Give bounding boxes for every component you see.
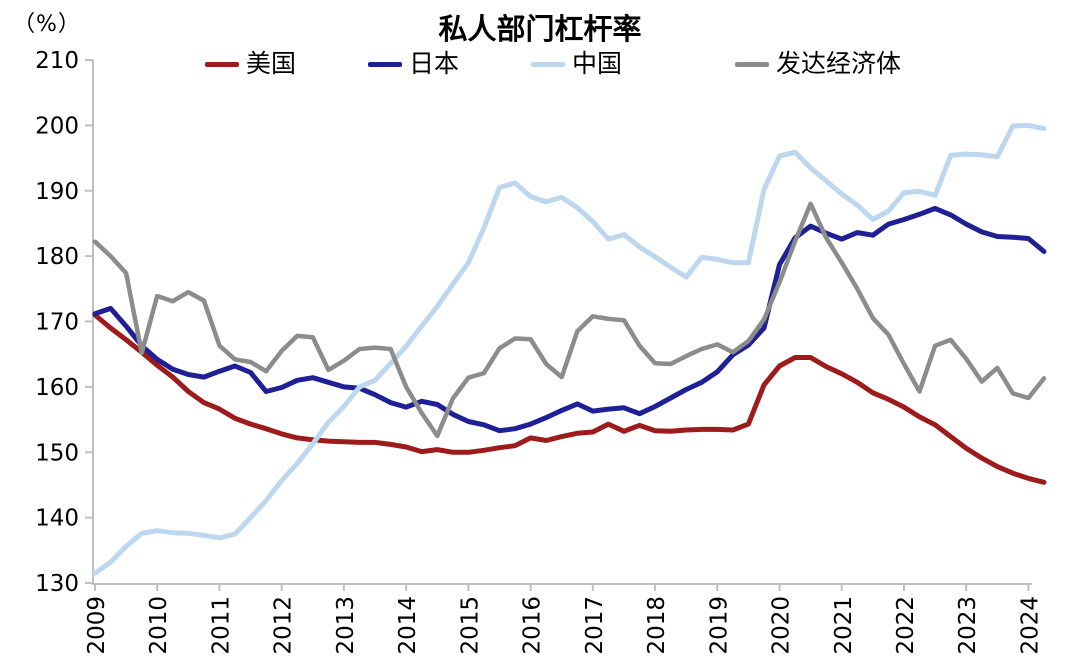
svg-text:2010: 2010 (146, 596, 172, 655)
svg-text:2017: 2017 (582, 596, 608, 655)
svg-text:140: 140 (35, 506, 79, 532)
line-swatch-icon (735, 61, 769, 67)
svg-text:2015: 2015 (457, 596, 483, 655)
legend-label: 发达经济体 (776, 49, 902, 78)
svg-text:210: 210 (35, 48, 79, 74)
line-swatch-icon (368, 61, 402, 67)
svg-text:160: 160 (35, 375, 79, 401)
svg-text:190: 190 (35, 179, 79, 205)
svg-text:2022: 2022 (893, 596, 919, 655)
y-axis-unit-label: （%） (13, 12, 81, 37)
svg-text:170: 170 (35, 310, 79, 336)
svg-text:2012: 2012 (271, 596, 297, 655)
legend-item-us: 美国 (205, 46, 296, 82)
svg-text:2014: 2014 (395, 596, 421, 655)
legend-label: 中国 (572, 49, 623, 78)
legend: 美国 日本 中国 发达经济体 (0, 46, 1080, 82)
svg-text:180: 180 (35, 244, 79, 270)
legend-item-china: 中国 (531, 46, 622, 82)
svg-text:2009: 2009 (84, 596, 110, 655)
svg-text:2018: 2018 (644, 596, 670, 655)
legend-label: 美国 (246, 49, 297, 78)
svg-text:2024: 2024 (1017, 596, 1043, 655)
svg-text:2013: 2013 (333, 596, 359, 655)
legend-item-developed: 发达经济体 (735, 46, 901, 82)
svg-text:2021: 2021 (831, 596, 857, 655)
svg-text:2020: 2020 (769, 596, 795, 655)
svg-text:2011: 2011 (208, 596, 234, 655)
svg-text:150: 150 (35, 440, 79, 466)
chart-title: 私人部门杠杆率 (438, 12, 642, 46)
legend-label: 日本 (409, 49, 460, 78)
line-swatch-icon (205, 61, 239, 67)
svg-text:2023: 2023 (955, 596, 981, 655)
svg-text:200: 200 (35, 113, 79, 139)
svg-text:2019: 2019 (706, 596, 732, 655)
line-swatch-icon (531, 61, 565, 67)
legend-item-japan: 日本 (368, 46, 459, 82)
svg-text:130: 130 (35, 571, 79, 597)
svg-text:2016: 2016 (520, 596, 546, 655)
